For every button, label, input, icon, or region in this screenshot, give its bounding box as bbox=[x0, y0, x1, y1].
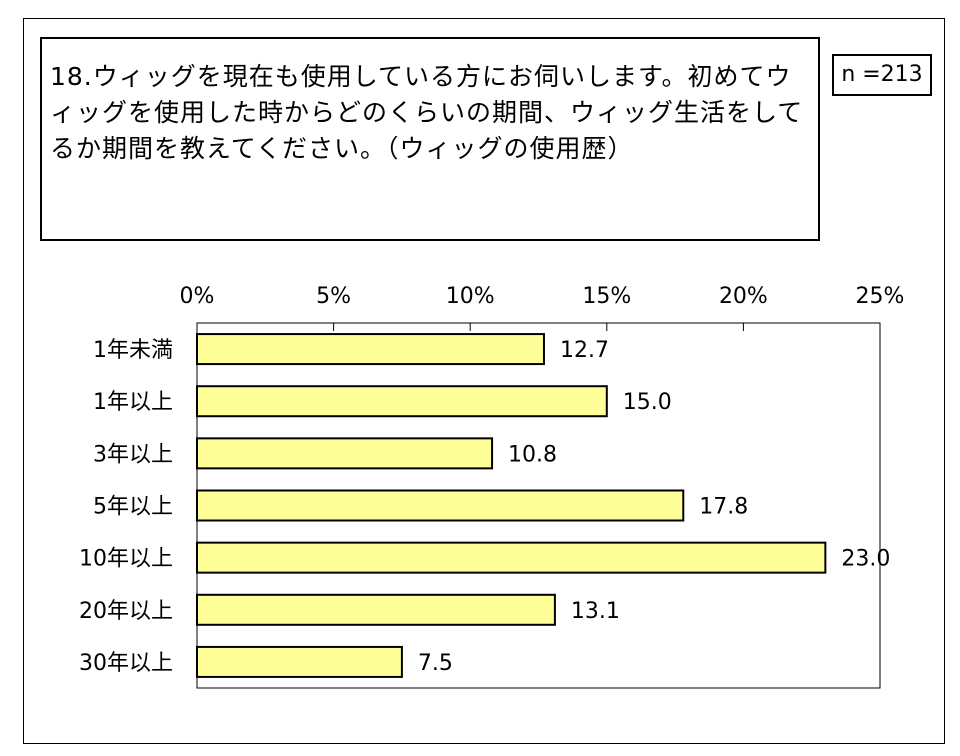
bar bbox=[196, 437, 494, 470]
bar bbox=[196, 593, 556, 626]
x-tick-label: 10% bbox=[446, 284, 495, 309]
question-box: 18.ウィッグを現在も使用している方にお伺いします。初めてウィッグを使用した時か… bbox=[40, 37, 820, 241]
value-label: 12.7 bbox=[560, 338, 609, 363]
bar bbox=[196, 489, 685, 522]
value-label: 7.5 bbox=[418, 651, 453, 676]
value-label: 10.8 bbox=[508, 442, 557, 467]
bar bbox=[196, 541, 827, 574]
bar bbox=[196, 645, 403, 678]
category-label: 3年以上 bbox=[93, 442, 173, 467]
category-label: 5年以上 bbox=[93, 495, 173, 520]
x-tick-label: 15% bbox=[582, 284, 631, 309]
x-tick-label: 5% bbox=[316, 284, 351, 309]
bar bbox=[196, 333, 545, 366]
category-label: 30年以上 bbox=[79, 651, 173, 676]
category-label: 1年以上 bbox=[93, 390, 173, 415]
sample-size-badge: n =213 bbox=[832, 54, 932, 96]
question-text: 18.ウィッグを現在も使用している方にお伺いします。初めてウィッグを使用した時か… bbox=[50, 62, 804, 163]
x-tick-label: 25% bbox=[856, 284, 905, 309]
x-tick-label: 20% bbox=[719, 284, 768, 309]
value-label: 17.8 bbox=[699, 495, 748, 520]
value-label: 13.1 bbox=[571, 599, 620, 624]
value-label: 15.0 bbox=[623, 390, 672, 415]
category-label: 20年以上 bbox=[79, 599, 173, 624]
value-label: 23.0 bbox=[841, 547, 890, 572]
category-label: 1年未満 bbox=[93, 338, 173, 363]
category-label: 10年以上 bbox=[79, 547, 173, 572]
x-tick-label: 0% bbox=[180, 284, 215, 309]
bar bbox=[196, 385, 608, 418]
